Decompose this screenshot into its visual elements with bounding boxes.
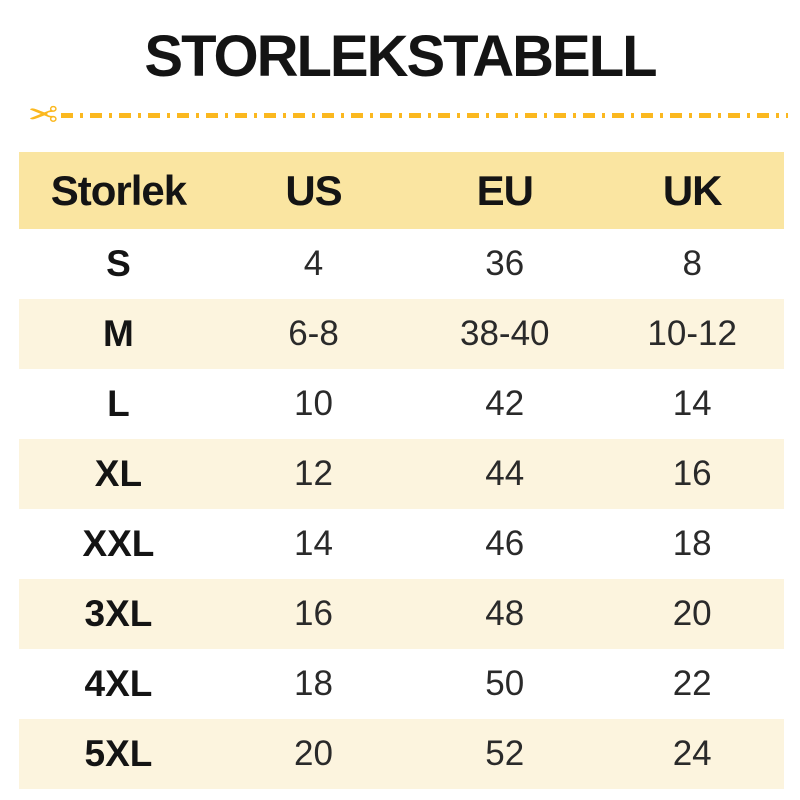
uk-cell: 8 (682, 244, 702, 283)
size-table: Storlek US EU UK S 4 36 8 M 6-8 38-40 10… (19, 152, 784, 789)
eu-cell: 50 (485, 664, 525, 703)
size-cell: XL (94, 453, 143, 494)
eu-cell: 42 (485, 384, 525, 423)
size-cell: 4XL (84, 663, 153, 704)
us-cell: 20 (294, 734, 333, 773)
uk-cell: 20 (672, 594, 712, 633)
dashed-cut-line (61, 112, 788, 118)
us-cell: 10 (294, 384, 333, 423)
header-cell-storlek: Storlek (50, 166, 187, 214)
header-cell-us: US (285, 166, 342, 214)
size-cell: XXL (82, 523, 155, 564)
table-row-xxl: XXL 14 46 18 (19, 509, 784, 579)
table-row-s: S 4 36 8 (19, 229, 784, 299)
eu-cell: 38-40 (460, 314, 550, 353)
table-row-xl: XL 12 44 16 (19, 439, 784, 509)
us-cell: 6-8 (288, 314, 339, 353)
eu-cell: 52 (485, 734, 525, 773)
size-cell: 5XL (84, 733, 153, 774)
eu-cell: 36 (485, 244, 525, 283)
scissors-icon: ✂ (28, 94, 59, 135)
header-cell-eu: EU (476, 166, 534, 214)
table-row-m: M 6-8 38-40 10-12 (19, 299, 784, 369)
eu-cell: 46 (485, 524, 525, 563)
uk-cell: 14 (672, 384, 712, 423)
table-row-4xl: 4XL 18 50 22 (19, 649, 784, 719)
uk-cell: 22 (672, 664, 712, 703)
uk-cell: 24 (672, 734, 712, 773)
size-cell: L (107, 383, 130, 424)
uk-cell: 16 (672, 454, 712, 493)
page-title: STORLEKSTABELL (144, 24, 657, 89)
us-cell: 16 (294, 594, 333, 633)
table-row-3xl: 3XL 16 48 20 (19, 579, 784, 649)
header-cell-uk: UK (662, 166, 723, 214)
uk-cell: 18 (672, 524, 712, 563)
table-row-l: L 10 42 14 (19, 369, 784, 439)
uk-cell: 10-12 (647, 314, 737, 353)
eu-cell: 48 (485, 594, 525, 633)
table-row-5xl: 5XL 20 52 24 (19, 719, 784, 789)
us-cell: 18 (294, 664, 333, 703)
size-cell: M (103, 313, 134, 354)
us-cell: 12 (294, 454, 333, 493)
size-cell: S (106, 243, 131, 284)
eu-cell: 44 (485, 454, 525, 493)
table-header-row: Storlek US EU UK (19, 152, 784, 229)
us-cell: 14 (294, 524, 333, 563)
us-cell: 4 (303, 244, 324, 283)
size-cell: 3XL (84, 593, 153, 634)
cut-line: ✂ (28, 94, 788, 135)
